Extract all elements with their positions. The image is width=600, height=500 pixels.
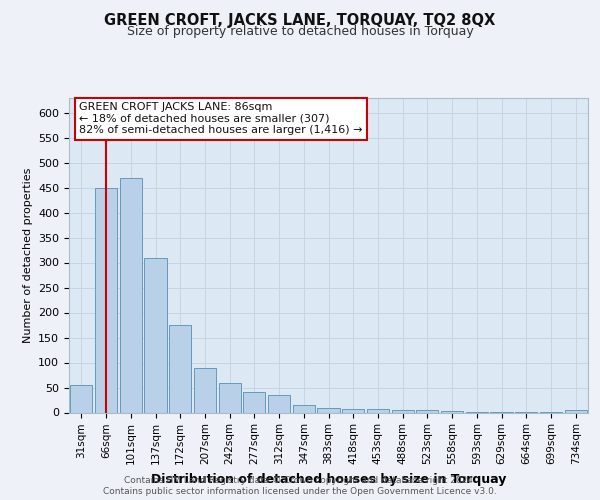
Bar bbox=[342, 408, 364, 412]
Bar bbox=[119, 178, 142, 412]
Bar bbox=[367, 408, 389, 412]
Bar bbox=[293, 405, 315, 412]
Text: Size of property relative to detached houses in Torquay: Size of property relative to detached ho… bbox=[127, 25, 473, 38]
Text: Contains HM Land Registry data © Crown copyright and database right 2024.: Contains HM Land Registry data © Crown c… bbox=[124, 476, 476, 485]
Text: Contains public sector information licensed under the Open Government Licence v3: Contains public sector information licen… bbox=[103, 488, 497, 496]
Bar bbox=[317, 408, 340, 412]
Bar bbox=[565, 410, 587, 412]
Bar bbox=[392, 410, 414, 412]
Bar bbox=[194, 368, 216, 412]
Text: GREEN CROFT, JACKS LANE, TORQUAY, TQ2 8QX: GREEN CROFT, JACKS LANE, TORQUAY, TQ2 8Q… bbox=[104, 12, 496, 28]
Y-axis label: Number of detached properties: Number of detached properties bbox=[23, 168, 32, 342]
Bar bbox=[70, 385, 92, 412]
Bar bbox=[169, 325, 191, 412]
Text: GREEN CROFT JACKS LANE: 86sqm
← 18% of detached houses are smaller (307)
82% of : GREEN CROFT JACKS LANE: 86sqm ← 18% of d… bbox=[79, 102, 363, 136]
Bar bbox=[268, 395, 290, 412]
Bar bbox=[218, 382, 241, 412]
Bar bbox=[145, 258, 167, 412]
Bar bbox=[95, 188, 117, 412]
Bar bbox=[416, 410, 439, 412]
Bar bbox=[441, 410, 463, 412]
Bar bbox=[243, 392, 265, 412]
X-axis label: Distribution of detached houses by size in Torquay: Distribution of detached houses by size … bbox=[151, 472, 506, 486]
